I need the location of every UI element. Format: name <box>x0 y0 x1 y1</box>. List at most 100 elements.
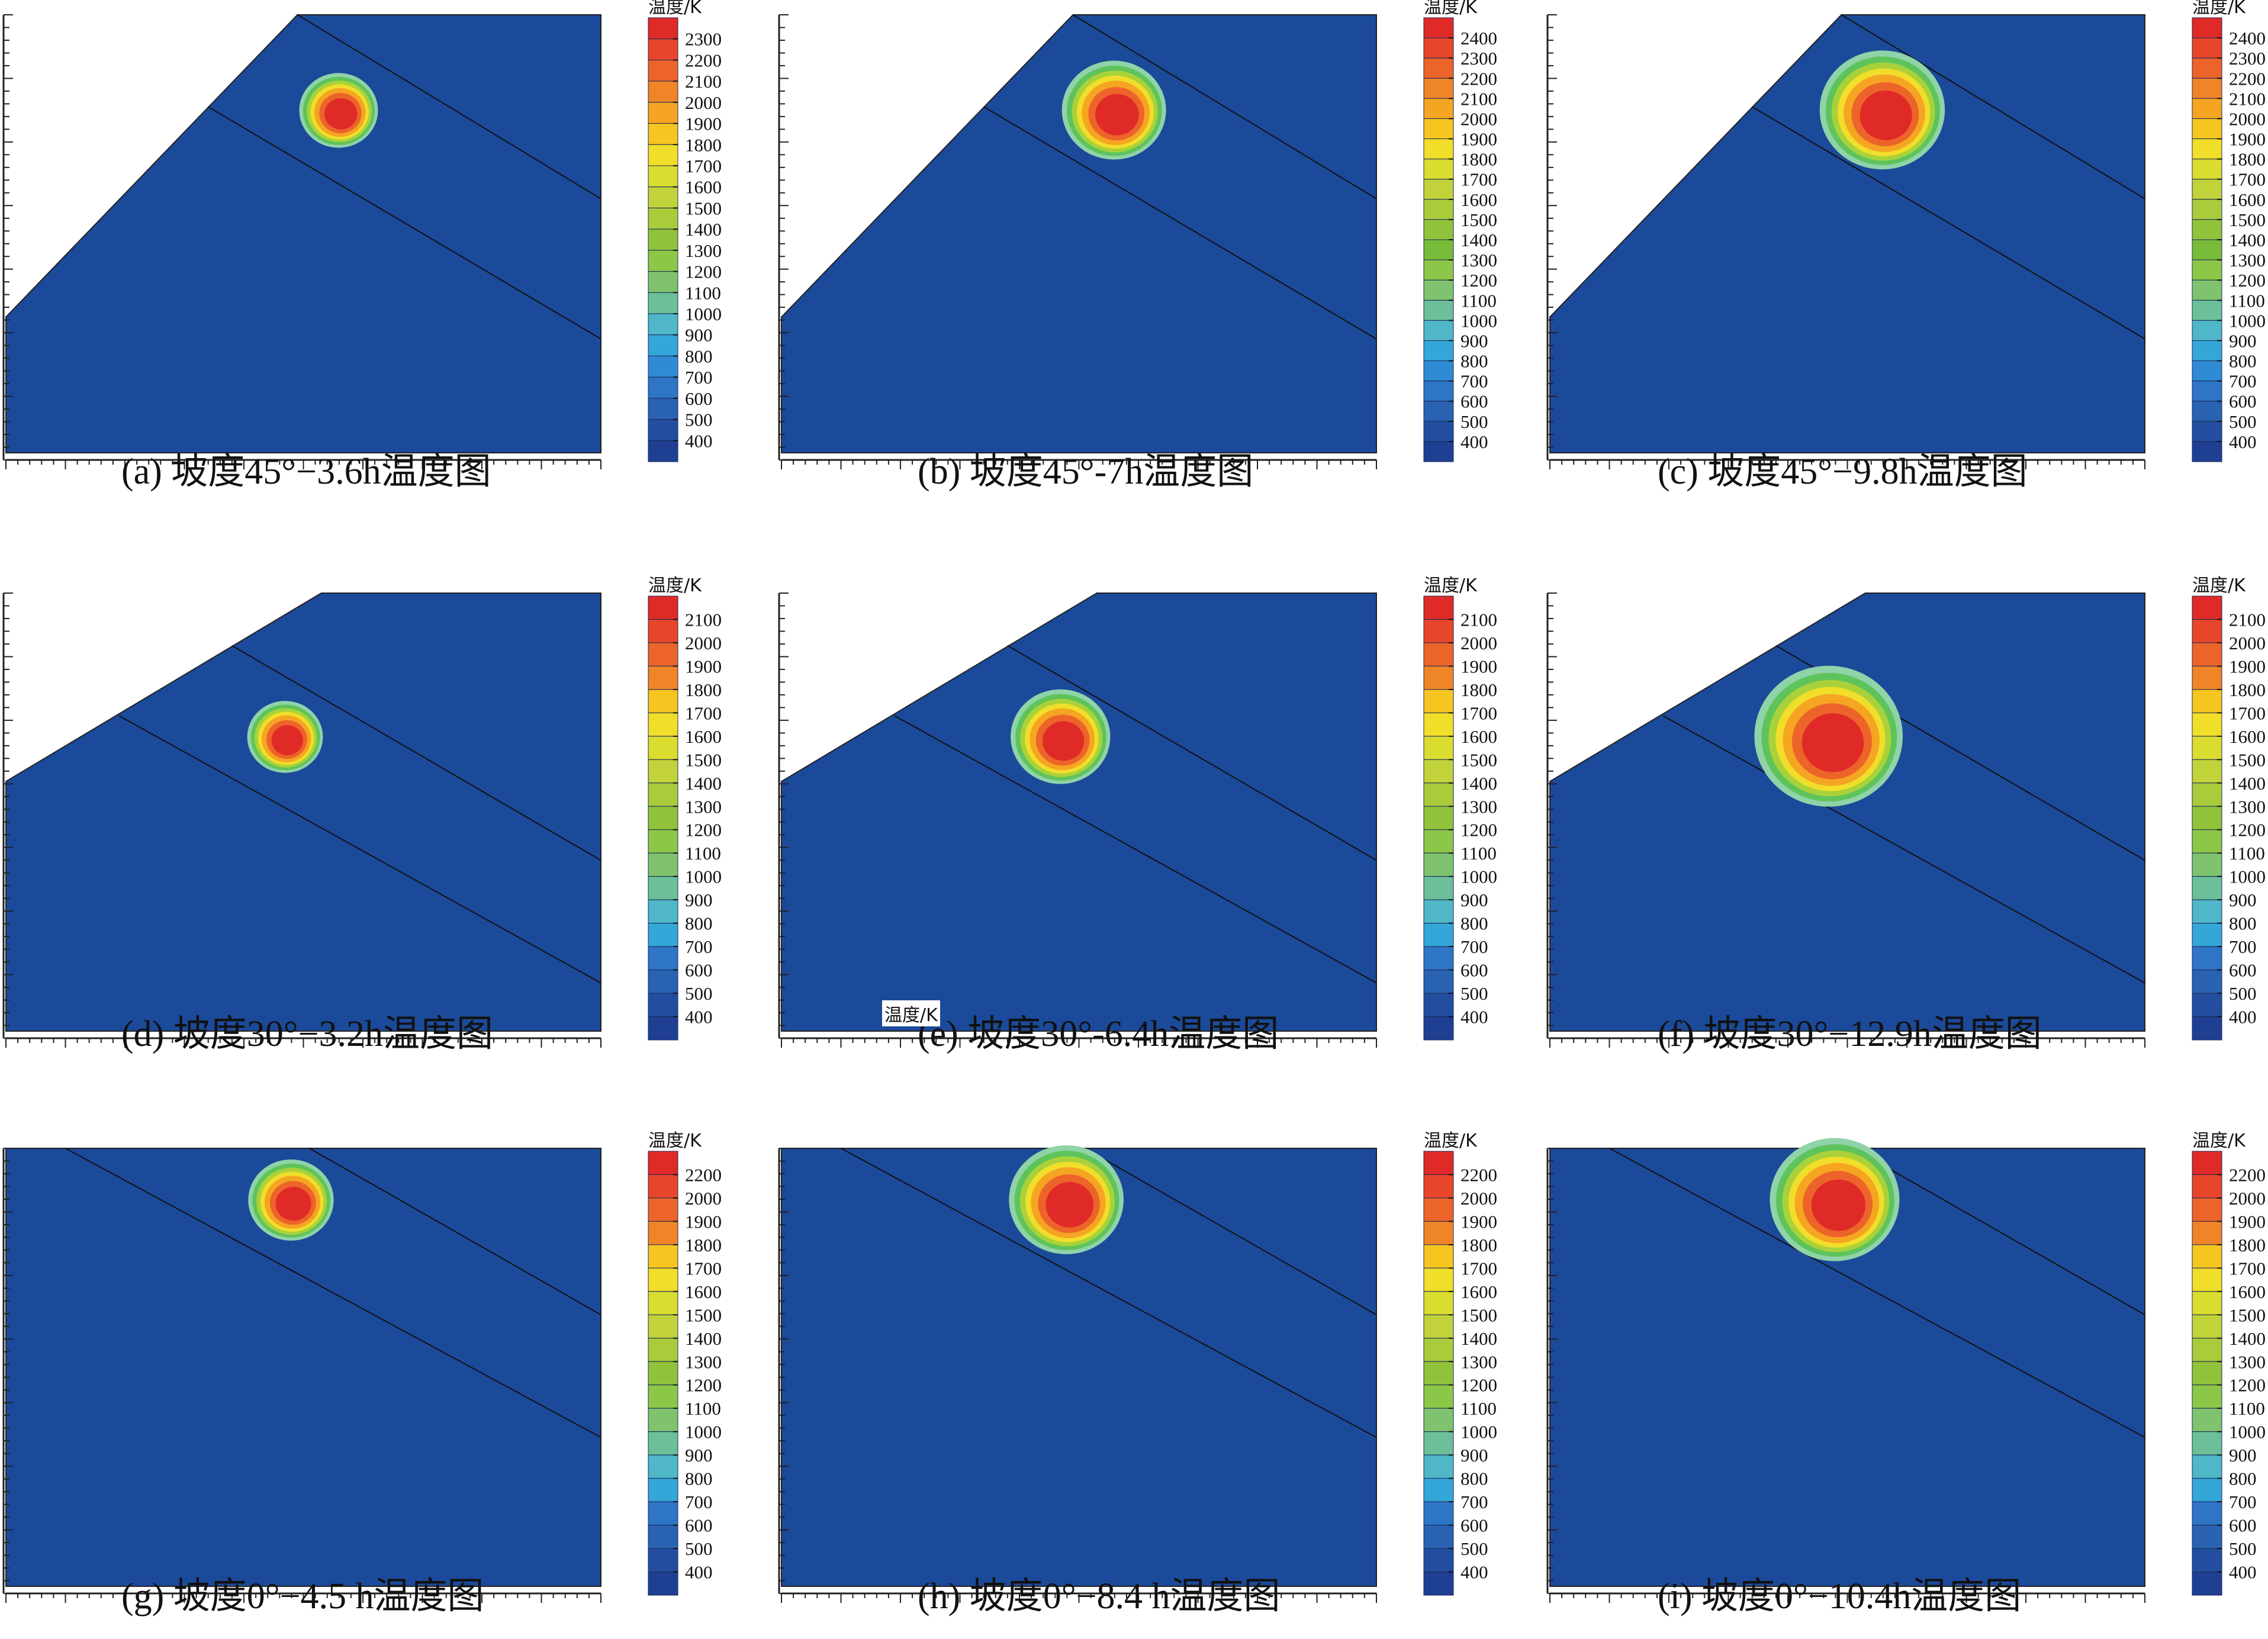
colorbar-tick-label: 2200 <box>2229 1164 2266 1185</box>
colorbar-tick-label: 1200 <box>2229 270 2266 291</box>
colorbar-tick-label: 1900 <box>2229 1211 2266 1232</box>
stratum-line <box>309 1148 601 1316</box>
colorbar-tick-label: 1500 <box>2229 1305 2266 1325</box>
colorbar-tick-label: 800 <box>685 1469 713 1489</box>
colorbar-swatch <box>2192 78 2222 99</box>
colorbar-tick-label: 400 <box>1460 1562 1488 1583</box>
stratum-line <box>1853 1148 2145 1316</box>
colorbar-tick-label: 400 <box>685 1562 713 1583</box>
colorbar-tick-label: 400 <box>1460 432 1488 452</box>
colorbar-tick-label: 1100 <box>1460 1398 1497 1419</box>
colorbar-swatch <box>648 876 678 900</box>
colorbar-tick-label: 900 <box>1460 1445 1488 1466</box>
colorbar-tick-label: 600 <box>2229 391 2257 412</box>
colorbar-swatch <box>1423 1408 1454 1432</box>
colorbar-swatch <box>2192 179 2222 200</box>
panel-e: 温度/K 2100 2000 1900 1800 1700 1600 1500 1400 1300… <box>778 575 1497 1048</box>
colorbar-tick-label: 2400 <box>1460 28 1497 49</box>
colorbar-swatch <box>648 398 678 420</box>
colorbar-swatch <box>1423 1174 1454 1199</box>
colorbar-swatch <box>1423 1501 1454 1526</box>
stratum-line <box>297 14 601 199</box>
colorbar-tick-label: 2200 <box>1460 1164 1497 1185</box>
colorbar-swatch <box>1423 279 1454 301</box>
slope-body <box>1549 593 2145 1032</box>
colorbar-title: 温度/K <box>1424 0 1478 18</box>
colorbar-tick-label: 1300 <box>2229 1351 2266 1372</box>
colorbar-tick-label: 800 <box>2229 913 2257 934</box>
colorbar-tick-label: 700 <box>1460 1492 1488 1512</box>
colorbar-tick-label: 1100 <box>685 282 721 303</box>
colorbar-tick-label: 400 <box>2229 432 2257 452</box>
colorbar-swatch <box>1423 118 1454 140</box>
colorbar-tick-label: 1500 <box>1460 749 1497 770</box>
panel-b: 温度/K 2400 2300 2200 2100 2000 1900 1800 1700 1600… <box>778 0 1497 469</box>
colorbar-tick-label: 2300 <box>2229 48 2266 69</box>
colorbar-swatch <box>2192 1314 2222 1339</box>
colorbar-swatch <box>1423 320 1454 341</box>
caption-g: (g) 坡度0°−4.5 h温度图 <box>121 1576 484 1617</box>
colorbar-swatch <box>1423 1431 1454 1456</box>
colorbar-tick-label: 1200 <box>1460 270 1497 291</box>
panel-c-plot: 温度/K 240023002200210020001900180017001600… <box>1546 0 2266 469</box>
colorbar-swatch <box>648 1267 678 1292</box>
colorbar-swatch <box>1423 829 1454 854</box>
colorbar-tick-label: 1500 <box>2229 749 2266 770</box>
hot-zone <box>1770 1138 1900 1261</box>
colorbar-tick-label: 700 <box>2229 1492 2257 1512</box>
colorbar-tick-label: 2200 <box>2229 68 2266 89</box>
colorbar-swatch <box>2192 1151 2222 1175</box>
colorbar-tick-label: 500 <box>685 410 713 430</box>
colorbar-tick-label: 2200 <box>1460 68 1497 89</box>
axis-ticks <box>778 14 1377 469</box>
colorbar-swatch <box>648 440 678 462</box>
colorbar-tick-label: 700 <box>1460 371 1488 392</box>
colorbar-swatch <box>648 165 678 188</box>
colorbar-tick-label: 1000 <box>685 867 722 887</box>
colorbar-swatch <box>2192 876 2222 900</box>
panel-b-plot: 温度/K 240023002200210020001900180017001600… <box>778 0 1497 469</box>
stratum-line <box>208 106 601 340</box>
colorbar-swatch <box>1423 199 1454 220</box>
hot-zone <box>1754 665 1903 807</box>
caption-c: (c) 坡度45°−9.8h温度图 <box>1658 452 2028 492</box>
colorbar-tick-label: 1000 <box>1460 310 1497 331</box>
colorbar-swatch <box>648 80 678 103</box>
colorbar-title: 温度/K <box>648 1131 702 1151</box>
panel-c: 温度/K 2400 2300 2200 2100 2000 1900 1800 1700 1600… <box>1546 0 2266 469</box>
colorbar-swatch <box>648 665 678 690</box>
colorbar-tick-label: 800 <box>1460 913 1488 934</box>
colorbar-swatch <box>1423 712 1454 737</box>
colorbar-swatch <box>2192 1221 2222 1245</box>
slope-body <box>5 593 601 1032</box>
colorbar-tick-label: 1100 <box>2229 1398 2265 1419</box>
colorbar-tick-label: 900 <box>685 1445 713 1466</box>
colorbar-swatch <box>1423 139 1454 160</box>
colorbar-swatch <box>1423 1197 1454 1222</box>
colorbar-swatch <box>648 1314 678 1339</box>
colorbar-swatch <box>648 1016 678 1041</box>
colorbar-swatch <box>648 292 678 314</box>
colorbar-tick-label: 1800 <box>1460 149 1497 170</box>
slope-body <box>1549 14 2145 453</box>
colorbar-tick-label: 1200 <box>685 820 722 841</box>
colorbar-tick-label: 500 <box>2229 411 2257 432</box>
colorbar-tick-label: 2100 <box>685 609 722 630</box>
colorbar-title: 温度/K <box>2192 1131 2246 1151</box>
colorbar-swatch <box>648 1291 678 1315</box>
colorbar-swatch <box>1423 37 1454 59</box>
colorbar-swatch <box>1423 1244 1454 1268</box>
colorbar-tick-label: 500 <box>2229 1538 2257 1559</box>
colorbar-swatch <box>648 1431 678 1456</box>
colorbar-tick-label: 2100 <box>685 71 722 92</box>
colorbar-tick-label: 1000 <box>2229 867 2266 887</box>
colorbar-tick-label: 900 <box>2229 330 2257 351</box>
colorbar-swatch <box>2192 37 2222 59</box>
colorbar-swatch <box>1423 1291 1454 1315</box>
colorbar-tick-label: 1600 <box>2229 726 2266 747</box>
colorbar-swatch <box>648 946 678 971</box>
colorbar-swatch <box>2192 219 2222 240</box>
colorbar-swatch <box>1423 421 1454 442</box>
